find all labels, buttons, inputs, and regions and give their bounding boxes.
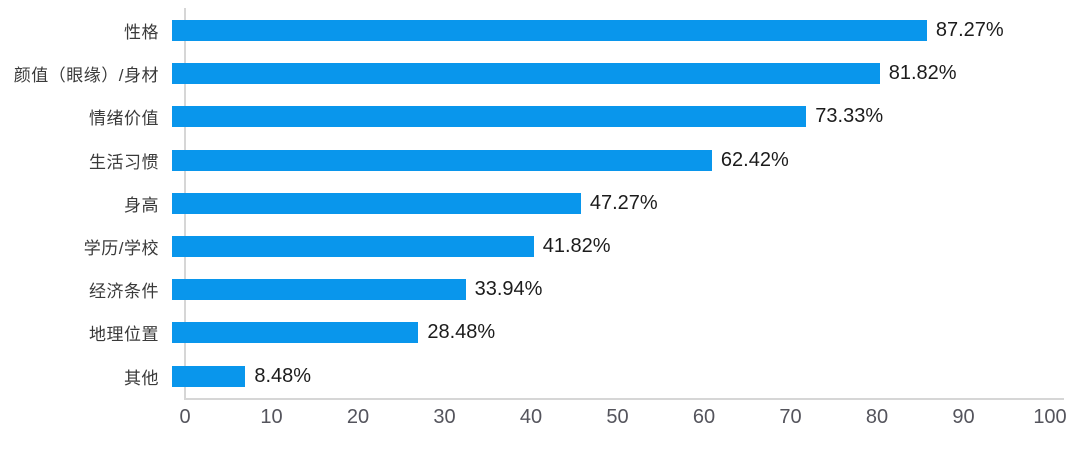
bar <box>172 279 466 301</box>
bar <box>172 192 581 214</box>
chart-row: 其他 8.48% <box>0 355 1080 398</box>
x-tick-label: 40 <box>519 406 543 428</box>
bar <box>172 63 880 85</box>
chart-row: 生活习惯 62.42% <box>0 139 1080 182</box>
chart-row: 经济条件 33.94% <box>0 268 1080 311</box>
category-label: 颜值（眼缘）/身材 <box>13 66 159 86</box>
x-axis: 0 10 20 30 40 50 60 70 80 90 100 <box>179 406 1066 436</box>
bar-track: 87.27% <box>172 19 1037 42</box>
bar-track: 8.48% <box>172 365 1037 388</box>
value-label: 28.48% <box>427 321 496 344</box>
bar <box>172 322 419 344</box>
value-label: 73.33% <box>815 105 884 128</box>
x-tick-label: 60 <box>692 406 716 428</box>
bar <box>172 20 927 42</box>
bar <box>172 106 807 128</box>
x-tick-label: 50 <box>606 406 629 428</box>
bar-track: 47.27% <box>172 192 1037 215</box>
bar <box>172 236 534 258</box>
chart-row: 身高 47.27% <box>0 182 1080 225</box>
bar <box>172 149 712 171</box>
bar-track: 28.48% <box>172 321 1037 344</box>
x-tick-label: 30 <box>433 406 456 428</box>
chart-row: 颜值（眼缘）/身材 81.82% <box>0 52 1080 95</box>
category-label: 经济条件 <box>89 282 159 302</box>
x-tick-label: 0 <box>179 406 191 428</box>
category-label: 性格 <box>124 23 159 43</box>
value-label: 41.82% <box>542 235 611 258</box>
bar-track: 33.94% <box>172 278 1037 301</box>
x-axis-line <box>184 398 1064 400</box>
category-label: 情绪价值 <box>89 109 159 129</box>
x-tick-label: 20 <box>346 406 370 428</box>
value-label: 47.27% <box>589 191 658 214</box>
chart-row: 地理位置 28.48% <box>0 311 1080 354</box>
x-tick-label: 90 <box>952 406 975 428</box>
bar-track: 41.82% <box>172 235 1037 258</box>
category-label: 地理位置 <box>89 325 159 345</box>
category-label: 学历/学校 <box>83 239 159 259</box>
value-label: 33.94% <box>474 278 543 301</box>
bar-track: 62.42% <box>172 149 1037 172</box>
bar-track: 73.33% <box>172 105 1037 128</box>
category-label: 生活习惯 <box>89 152 159 172</box>
chart-row: 性格 87.27% <box>0 9 1080 52</box>
category-label: 身高 <box>124 195 159 215</box>
x-tick-label: 80 <box>865 406 889 428</box>
x-tick-label: 10 <box>260 406 283 428</box>
value-label: 81.82% <box>888 62 957 85</box>
x-tick-label: 100 <box>1033 406 1067 428</box>
chart-row: 学历/学校 41.82% <box>0 225 1080 268</box>
category-label: 其他 <box>124 368 159 388</box>
value-label: 8.48% <box>254 364 312 387</box>
chart-rows: 性格 87.27% 颜值（眼缘）/身材 81.82% 情绪价值 73.33% 生活习惯 62.… <box>0 9 1080 398</box>
x-tick-label: 70 <box>779 406 802 428</box>
chart-row: 情绪价值 73.33% <box>0 95 1080 138</box>
value-label: 87.27% <box>935 19 1004 42</box>
value-label: 62.42% <box>720 148 789 171</box>
bar-track: 81.82% <box>172 62 1037 85</box>
bar <box>172 365 246 387</box>
